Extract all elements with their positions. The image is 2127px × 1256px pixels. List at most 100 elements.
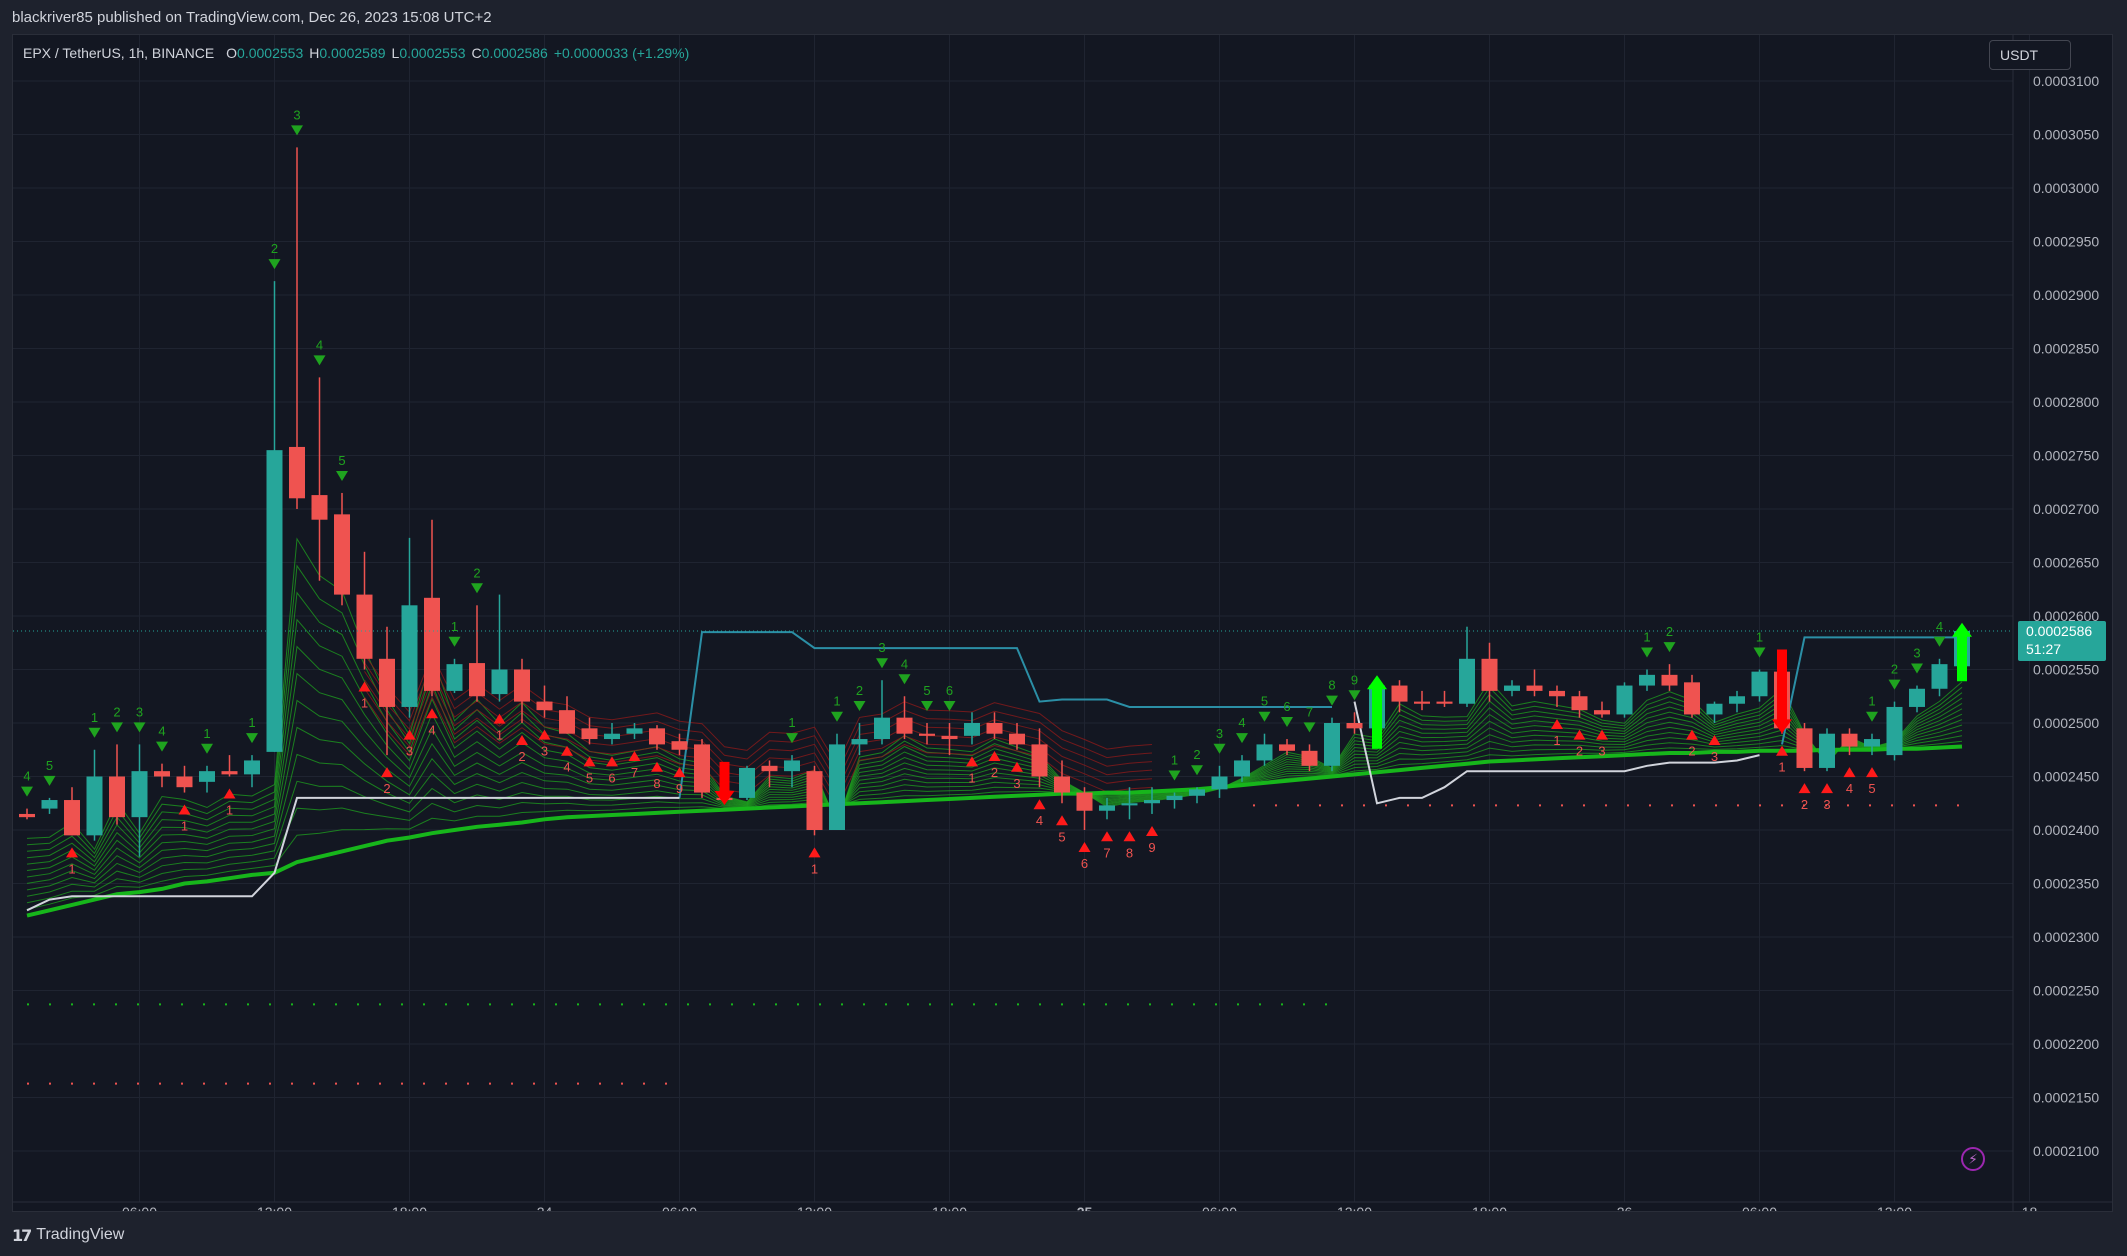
candle-body (1076, 792, 1093, 811)
candle-body (694, 744, 710, 793)
sequence-count-label: 4 (1238, 715, 1245, 730)
candle-body (109, 776, 125, 818)
published-text: blackriver85 published on TradingView.co… (12, 8, 492, 26)
price-axis-label: 0.0002600 (2033, 608, 2099, 624)
sequence-up-triangle (1708, 735, 1721, 745)
sequence-count-label: 2 (1801, 797, 1808, 812)
sequence-count-label: 2 (113, 704, 120, 719)
sequence-down-triangle (1236, 733, 1248, 744)
sequence-count-label: 4 (563, 760, 570, 775)
sequence-count-label: 7 (1306, 704, 1313, 719)
change-value: +0.0000033 (+1.29%) (553, 45, 690, 61)
price-axis-label: 0.0002800 (2033, 394, 2099, 410)
sequence-up-triangle (358, 681, 371, 692)
candle-body (334, 514, 350, 595)
candle-body (1324, 723, 1340, 766)
price-axis-label: 0.0002450 (2033, 769, 2099, 785)
sequence-down-triangle (201, 743, 213, 754)
sequence-count-label: 1 (1553, 733, 1560, 748)
sequence-down-triangle (1191, 765, 1203, 776)
sequence-count-label: 1 (1643, 630, 1650, 645)
sequence-up-triangle (426, 708, 438, 719)
candle-body (379, 658, 395, 707)
sequence-count-label: 6 (946, 683, 953, 698)
candle-body (1706, 703, 1723, 715)
price-axis-label: 0.0002950 (2033, 234, 2099, 250)
base-moving-average-line (26, 744, 1963, 918)
lightning-icon[interactable]: ⚡ (1961, 1147, 1985, 1171)
sequence-count-label: 1 (68, 861, 75, 876)
sequence-count-label: 2 (1688, 744, 1695, 759)
sequence-up-triangle (516, 735, 528, 745)
candle-body (1886, 706, 1903, 756)
sequence-count-label: 6 (608, 770, 615, 785)
sequence-count-label: 1 (496, 728, 503, 743)
ribbon-ma-line (26, 537, 1963, 851)
big-buy-arrow-icon (1367, 675, 1387, 749)
sequence-up-triangle (651, 761, 663, 772)
sequence-up-triangle (538, 729, 551, 740)
candle-body (1009, 733, 1025, 745)
sequence-up-triangle (1033, 799, 1046, 810)
sequence-up-triangle (1551, 718, 1563, 729)
candle-body (154, 771, 170, 777)
sequence-count-label: 2 (383, 781, 390, 796)
sequence-count-label: 4 (1036, 813, 1043, 828)
sequence-count-label: 2 (473, 565, 480, 580)
sequence-count-label: 6 (1283, 699, 1290, 714)
candle-body (626, 728, 643, 734)
sequence-up-triangle (628, 751, 641, 762)
candle-body (1796, 728, 1813, 768)
sequence-count-label: 7 (631, 765, 638, 780)
sequence-up-triangle (1686, 729, 1698, 740)
sequence-count-label: 1 (1868, 694, 1875, 709)
sequence-down-triangle (133, 722, 146, 733)
sequence-count-label: 3 (1013, 776, 1020, 791)
price-axis-label: 0.0002150 (2033, 1090, 2099, 1106)
sequence-count-label: 2 (1666, 624, 1673, 639)
open-value: 0.0002553 (237, 45, 304, 61)
sequence-up-triangle (1146, 825, 1158, 836)
sequence-up-triangle (66, 847, 78, 858)
big-sell-arrow-icon (714, 761, 735, 806)
sequence-down-triangle (291, 125, 303, 136)
sequence-count-label: 2 (1193, 747, 1200, 762)
sequence-count-label: 1 (203, 726, 210, 741)
sequence-count-label: 9 (676, 781, 683, 796)
candle-body (401, 605, 418, 707)
candle-body (1234, 760, 1250, 777)
currency-button[interactable]: USDT (1989, 40, 2071, 70)
sequence-count-label: 1 (1778, 760, 1785, 775)
sequence-count-label: 1 (833, 694, 840, 709)
time-axis-label: 12:00 (1877, 1204, 1912, 1211)
sequence-count-label: 1 (811, 861, 818, 876)
sequence-up-triangle (606, 756, 618, 767)
candle-body (19, 813, 35, 818)
sequence-up-triangle (673, 767, 686, 778)
sequence-up-triangle (561, 745, 573, 756)
ribbon-ma-line (26, 699, 1963, 878)
footer: 17 TradingView (12, 1222, 124, 1248)
price-axis-label: 0.0002750 (2033, 448, 2099, 464)
candle-body (761, 765, 778, 772)
sequence-count-label: 3 (1711, 749, 1718, 764)
ribbon-ma-line (26, 591, 1963, 859)
sequence-count-label: 1 (1756, 630, 1763, 645)
footer-brand: TradingView (36, 1226, 125, 1243)
sequence-down-triangle (246, 733, 258, 744)
candle-body (1819, 733, 1835, 768)
sequence-down-triangle (853, 701, 866, 711)
ribbon-red-line (364, 695, 1153, 809)
sequence-count-label: 5 (46, 758, 53, 773)
time-axis-label: 06:00 (662, 1204, 697, 1211)
published-header: blackriver85 published on TradingView.co… (0, 0, 2127, 34)
candle-body (469, 663, 485, 697)
candle-body (514, 669, 530, 702)
candle-body (1729, 696, 1745, 704)
ribbon-ma-line (26, 672, 1963, 871)
price-axis-label: 0.0002700 (2033, 501, 2099, 517)
price-axis-label: 0.0003050 (2033, 127, 2099, 143)
time-axis-label: 18:00 (392, 1204, 427, 1211)
